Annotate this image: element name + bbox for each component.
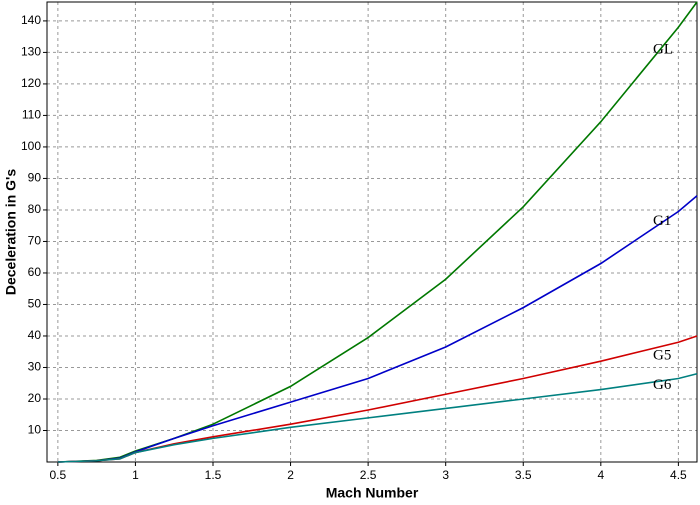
y-tick-label: 40 bbox=[28, 328, 42, 342]
y-tick-label: 90 bbox=[28, 171, 42, 185]
y-tick-label: 120 bbox=[21, 76, 41, 90]
x-tick-label: 3 bbox=[442, 468, 449, 482]
series-line bbox=[57, 373, 698, 463]
y-tick-label: 80 bbox=[28, 202, 42, 216]
x-tick-label: 4 bbox=[597, 468, 604, 482]
x-tick-label: 2.5 bbox=[360, 468, 377, 482]
x-axis-title: Mach Number bbox=[326, 485, 419, 501]
plot-frame bbox=[46, 1, 698, 463]
plot-area bbox=[47, 2, 697, 462]
series-label: GL bbox=[653, 41, 673, 57]
y-tick-label: 30 bbox=[28, 360, 42, 374]
y-tick-label: 140 bbox=[21, 13, 41, 27]
x-tick-label: 2 bbox=[287, 468, 294, 482]
y-tick-label: 110 bbox=[22, 108, 41, 122]
y-tick-label: 130 bbox=[21, 45, 41, 59]
y-tick-label: 100 bbox=[21, 139, 41, 153]
y-axis-title: Deceleration in G's bbox=[3, 169, 19, 295]
y-tick-label: 10 bbox=[28, 423, 42, 437]
y-tick-label: 50 bbox=[28, 297, 42, 311]
series-label: G6 bbox=[653, 377, 672, 393]
y-tick-label: 70 bbox=[28, 234, 42, 248]
x-tick-label: 3.5 bbox=[515, 468, 532, 482]
series-label: G1 bbox=[653, 213, 671, 229]
x-tick-label: 0.5 bbox=[50, 468, 67, 482]
x-tick-label: 4.5 bbox=[670, 468, 687, 482]
series-line bbox=[57, 1, 698, 463]
series-label: G5 bbox=[653, 347, 671, 363]
y-tick-label: 60 bbox=[28, 265, 42, 279]
x-tick-label: 1 bbox=[132, 468, 139, 482]
y-tick-label: 20 bbox=[28, 391, 42, 405]
x-tick-label: 1.5 bbox=[205, 468, 222, 482]
